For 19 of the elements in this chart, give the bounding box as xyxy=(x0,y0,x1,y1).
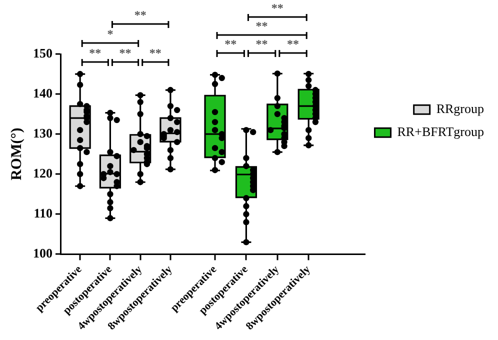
text: ** xyxy=(256,37,268,52)
annotation: ** xyxy=(119,46,132,60)
y-tick-label: 110 xyxy=(34,206,52,220)
text: ** xyxy=(287,37,300,52)
text: ** xyxy=(134,8,146,22)
annotation: ** xyxy=(149,46,162,60)
text: ** xyxy=(256,19,268,34)
y-tick-label: 100 xyxy=(33,246,52,261)
y-axis-title: ROM(°) xyxy=(8,128,25,180)
y-tick-label: 120 xyxy=(33,165,52,180)
text: ** xyxy=(224,37,237,52)
legend-label: RR+BFRTgroup xyxy=(397,124,484,139)
legend-label: RRgroup xyxy=(436,100,484,116)
text: ** xyxy=(271,1,284,16)
y-tick-label: 130 xyxy=(33,125,52,140)
annotation: ** xyxy=(89,46,102,60)
y-tick-label: 150 xyxy=(33,45,52,60)
y-tick-label: 140 xyxy=(33,85,52,100)
text: * xyxy=(107,27,114,42)
